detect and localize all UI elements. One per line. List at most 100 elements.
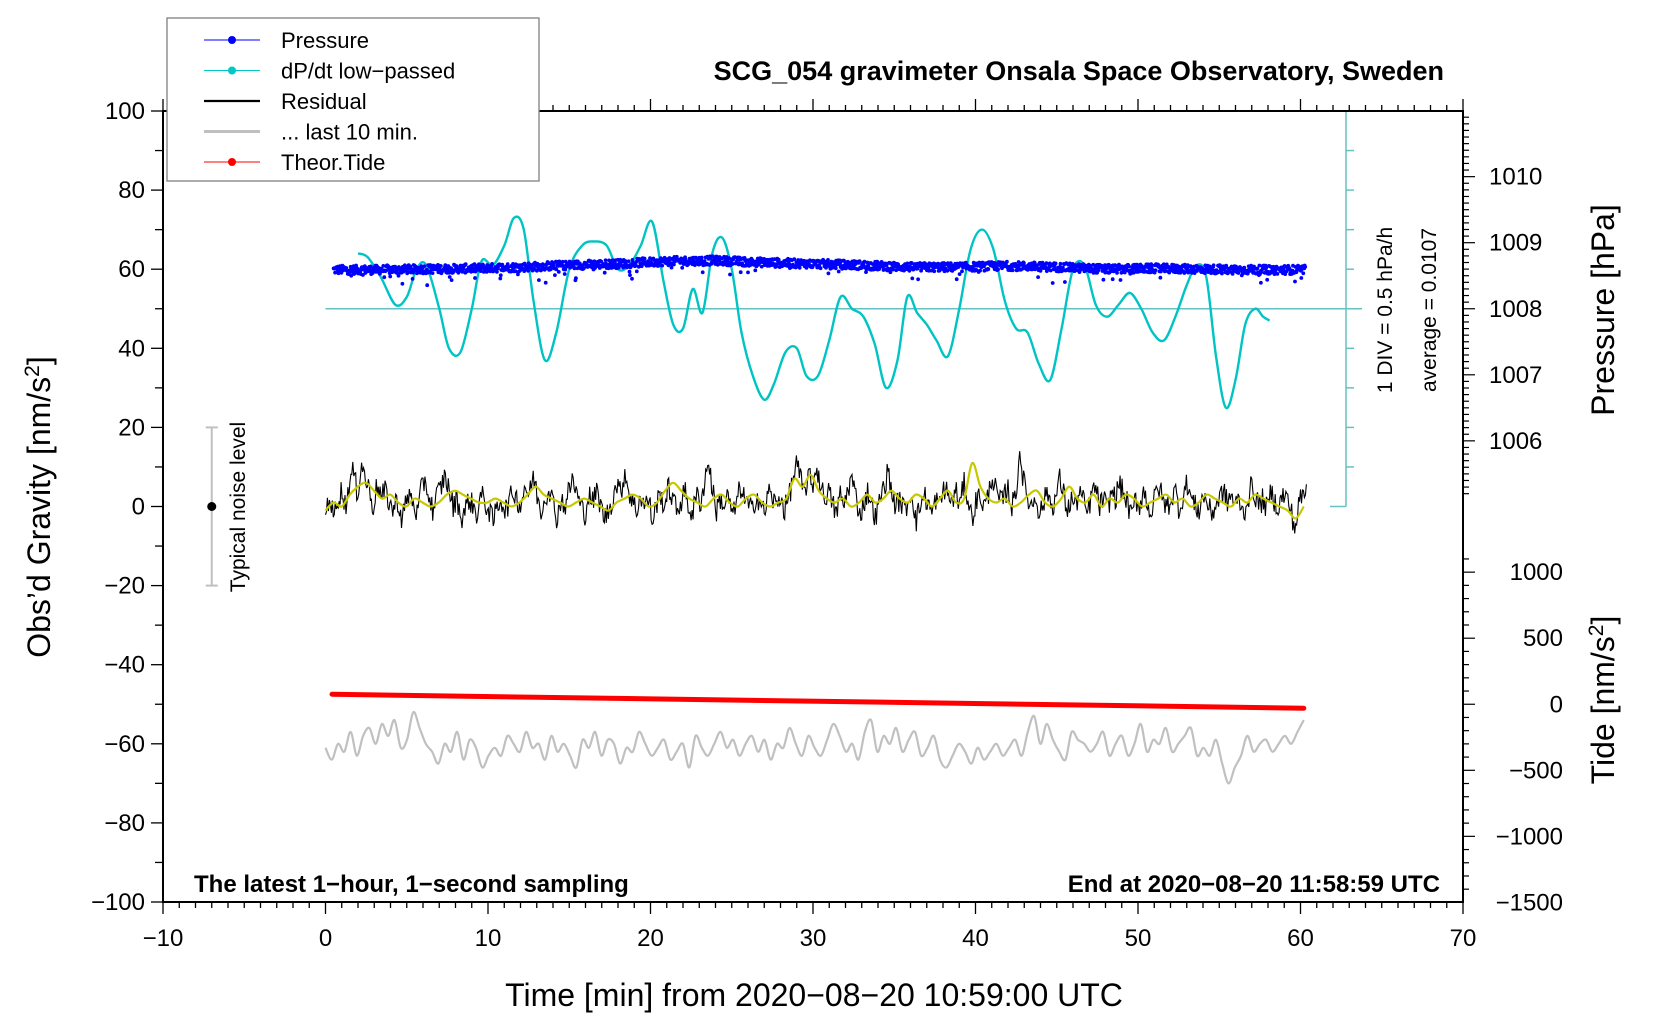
pressure-point bbox=[572, 266, 577, 271]
pressure-point bbox=[1211, 263, 1216, 268]
pressure-point bbox=[787, 262, 792, 266]
tide-tick-label: −1500 bbox=[1496, 889, 1563, 916]
pressure-point bbox=[602, 270, 607, 275]
pressure-axis-title: Pressure [hPa] bbox=[1585, 204, 1621, 416]
legend-item: Theor.Tide bbox=[204, 150, 385, 175]
pressure-point bbox=[910, 276, 915, 281]
pressure-point bbox=[1005, 259, 1009, 264]
pressure-point bbox=[1127, 264, 1132, 269]
pressure-point bbox=[410, 277, 415, 281]
pressure-point bbox=[1259, 280, 1263, 285]
pressure-point bbox=[1036, 275, 1040, 279]
pressure-point bbox=[1224, 265, 1229, 270]
pressure-point bbox=[1236, 271, 1241, 275]
pressure-point bbox=[574, 276, 578, 281]
noise-level-indicator bbox=[205, 426, 218, 587]
pressure-point bbox=[567, 259, 572, 264]
pressure-point bbox=[857, 259, 862, 264]
pressure-point bbox=[1299, 276, 1304, 280]
dpdt-average-label: average = 0.0107 bbox=[1418, 228, 1441, 392]
pressure-point bbox=[1038, 269, 1043, 273]
pressure-point bbox=[907, 268, 912, 273]
pressure-point bbox=[1272, 272, 1277, 276]
pressure-tick-label: 1007 bbox=[1489, 362, 1542, 389]
x-tick-label: 40 bbox=[962, 925, 989, 952]
pressure-point bbox=[1265, 277, 1270, 282]
pressure-point bbox=[1249, 263, 1253, 268]
pressure-point bbox=[457, 269, 462, 273]
pressure-point bbox=[960, 269, 964, 274]
pressure-point bbox=[630, 276, 634, 281]
pressure-point bbox=[908, 265, 913, 270]
y-tick-label: −40 bbox=[104, 652, 145, 679]
series-theor-tide bbox=[329, 691, 1307, 711]
noise-level-label: Typical noise level bbox=[227, 422, 250, 592]
pressure-point bbox=[481, 270, 486, 274]
pressure-point bbox=[1022, 261, 1026, 265]
pressure-point bbox=[680, 265, 685, 270]
pressure-point bbox=[628, 273, 632, 277]
pressure-point bbox=[473, 276, 477, 280]
pressure-point bbox=[1131, 270, 1136, 275]
pressure-point bbox=[1110, 277, 1115, 282]
pressure-point bbox=[634, 263, 638, 268]
pressure-point bbox=[836, 269, 841, 274]
legend-label: ... last 10 min. bbox=[281, 120, 418, 145]
residual-line bbox=[324, 451, 1307, 534]
pressure-point bbox=[396, 273, 401, 278]
pressure-point bbox=[726, 260, 730, 265]
pressure-point bbox=[1255, 266, 1260, 271]
pressure-point bbox=[792, 257, 797, 261]
pressure-point bbox=[1044, 261, 1049, 265]
pressure-point bbox=[498, 276, 503, 281]
pressure-point bbox=[443, 263, 448, 267]
annotation-sampling: The latest 1−hour, 1−second sampling bbox=[194, 871, 629, 898]
series-dpdt-low-passed bbox=[357, 215, 1271, 410]
pressure-point bbox=[1230, 272, 1235, 276]
pressure-point bbox=[1163, 269, 1168, 273]
chart-title: SCG_054 gravimeter Onsala Space Observat… bbox=[714, 56, 1444, 86]
pressure-point bbox=[656, 263, 661, 268]
pressure-point bbox=[447, 275, 452, 279]
x-tick-label: 50 bbox=[1125, 925, 1152, 952]
legend: Pressure dP/dt low−passed Residual ... last… bbox=[166, 17, 540, 182]
tide-tick-label: 1000 bbox=[1510, 559, 1563, 586]
pressure-point bbox=[866, 264, 871, 269]
tide-tick-label: 500 bbox=[1523, 625, 1563, 652]
series-pressure bbox=[331, 254, 1308, 288]
pressure-point bbox=[543, 280, 548, 285]
annotation-end-time: End at 2020−08−20 11:58:59 UTC bbox=[1068, 871, 1440, 898]
pressure-point bbox=[1158, 275, 1163, 280]
pressure-point bbox=[1048, 268, 1053, 273]
y-tick-label: 20 bbox=[118, 414, 145, 441]
pressure-point bbox=[1106, 262, 1111, 267]
pressure-point bbox=[603, 258, 608, 263]
tide-tick-label: −500 bbox=[1509, 757, 1563, 784]
pressure-point bbox=[1140, 264, 1144, 268]
pressure-point bbox=[660, 263, 665, 268]
pressure-point bbox=[996, 267, 1000, 272]
tide-tick-label: 0 bbox=[1550, 691, 1563, 718]
pressure-point bbox=[560, 259, 565, 264]
pressure-tick-label: 1008 bbox=[1489, 296, 1542, 323]
pressure-point bbox=[1063, 280, 1067, 284]
pressure-point bbox=[746, 270, 750, 275]
series-residual bbox=[324, 451, 1307, 534]
pressure-point bbox=[349, 273, 354, 278]
pressure-point bbox=[425, 283, 430, 288]
x-tick-label: 60 bbox=[1287, 925, 1314, 952]
legend-label: dP/dt low−passed bbox=[281, 59, 455, 84]
x-tick-label: 20 bbox=[637, 925, 664, 952]
pressure-point bbox=[627, 269, 632, 274]
pressure-point bbox=[672, 262, 676, 267]
pressure-point bbox=[711, 254, 715, 259]
legend-item: ... last 10 min. bbox=[204, 120, 418, 145]
pressure-point bbox=[932, 269, 937, 274]
pressure-point bbox=[422, 264, 427, 269]
legend-swatch-marker bbox=[228, 36, 236, 44]
pressure-point bbox=[759, 256, 764, 261]
tide-axis-title-end: ] bbox=[1585, 616, 1621, 625]
x-tick-label: 10 bbox=[475, 925, 502, 952]
y-tick-label: 100 bbox=[105, 98, 145, 125]
